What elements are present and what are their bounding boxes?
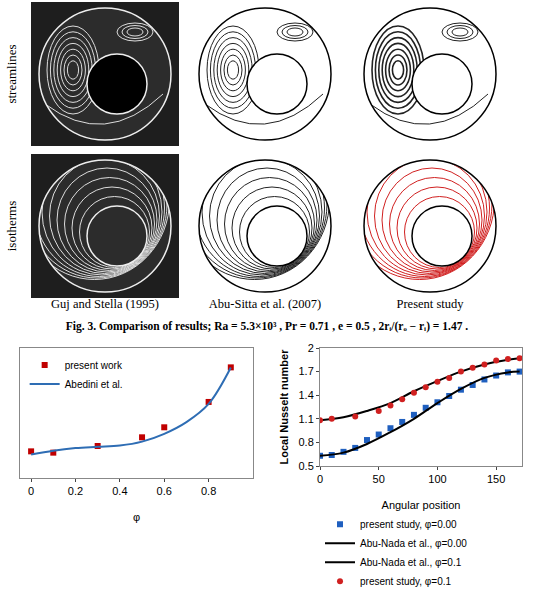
svg-text:0: 0 xyxy=(317,473,323,485)
svg-text:0.8: 0.8 xyxy=(201,485,216,497)
svg-text:Local Nusselt number: Local Nusselt number xyxy=(278,349,290,465)
svg-text:0: 0 xyxy=(28,485,34,497)
svg-text:present work: present work xyxy=(65,360,123,371)
svg-text:Fig. 3. Comparison of results;: Fig. 3. Comparison of results; Ra = 5.3×… xyxy=(66,320,468,333)
svg-text:50: 50 xyxy=(373,473,385,485)
svg-text:2: 2 xyxy=(308,342,314,354)
svg-text:present study, φ=0.1: present study, φ=0.1 xyxy=(360,576,452,587)
svg-text:Abedini et al.: Abedini et al. xyxy=(65,379,123,390)
svg-text:0.2: 0.2 xyxy=(68,485,83,497)
svg-text:Abu-Sitta et al. (2007): Abu-Sitta et al. (2007) xyxy=(209,297,321,311)
svg-text:150: 150 xyxy=(487,473,505,485)
svg-text:Present study: Present study xyxy=(396,297,464,311)
svg-text:Abu-Nada et al., φ=0.1: Abu-Nada et al., φ=0.1 xyxy=(360,557,462,568)
svg-text:isotherms: isotherms xyxy=(4,201,19,252)
svg-text:0.8: 0.8 xyxy=(299,436,314,448)
svg-text:φ: φ xyxy=(133,511,140,523)
svg-text:1.7: 1.7 xyxy=(299,365,314,377)
svg-text:Guj and Stella (1995): Guj and Stella (1995) xyxy=(51,297,159,311)
svg-text:Angular position: Angular position xyxy=(382,499,461,511)
svg-text:1.1: 1.1 xyxy=(299,413,314,425)
svg-text:1.4: 1.4 xyxy=(299,389,314,401)
svg-text:streamlines: streamlines xyxy=(4,44,19,103)
svg-text:0.6: 0.6 xyxy=(157,485,172,497)
svg-text:present study, φ=0.00: present study, φ=0.00 xyxy=(360,519,457,530)
svg-text:Abu-Nada et al., φ=0.00: Abu-Nada et al., φ=0.00 xyxy=(360,538,467,549)
svg-text:0.4: 0.4 xyxy=(112,485,127,497)
svg-text:0.5: 0.5 xyxy=(299,460,314,472)
svg-text:100: 100 xyxy=(428,473,446,485)
